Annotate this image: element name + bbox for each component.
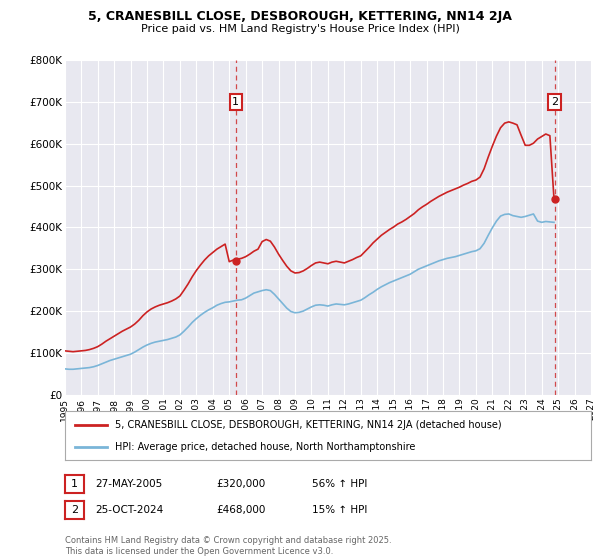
Text: 56% ↑ HPI: 56% ↑ HPI	[312, 479, 367, 489]
Text: 1: 1	[71, 479, 78, 489]
Text: Contains HM Land Registry data © Crown copyright and database right 2025.
This d: Contains HM Land Registry data © Crown c…	[65, 536, 391, 556]
Text: 1: 1	[232, 97, 239, 107]
Text: Price paid vs. HM Land Registry's House Price Index (HPI): Price paid vs. HM Land Registry's House …	[140, 24, 460, 34]
Text: HPI: Average price, detached house, North Northamptonshire: HPI: Average price, detached house, Nort…	[115, 441, 415, 451]
Text: 25-OCT-2024: 25-OCT-2024	[95, 505, 163, 515]
Text: £468,000: £468,000	[216, 505, 265, 515]
Text: 15% ↑ HPI: 15% ↑ HPI	[312, 505, 367, 515]
Text: 2: 2	[551, 97, 559, 107]
Text: £320,000: £320,000	[216, 479, 265, 489]
Text: 27-MAY-2005: 27-MAY-2005	[95, 479, 162, 489]
Text: 5, CRANESBILL CLOSE, DESBOROUGH, KETTERING, NN14 2JA (detached house): 5, CRANESBILL CLOSE, DESBOROUGH, KETTERI…	[115, 420, 502, 430]
Text: 2: 2	[71, 505, 78, 515]
Text: 5, CRANESBILL CLOSE, DESBOROUGH, KETTERING, NN14 2JA: 5, CRANESBILL CLOSE, DESBOROUGH, KETTERI…	[88, 10, 512, 23]
